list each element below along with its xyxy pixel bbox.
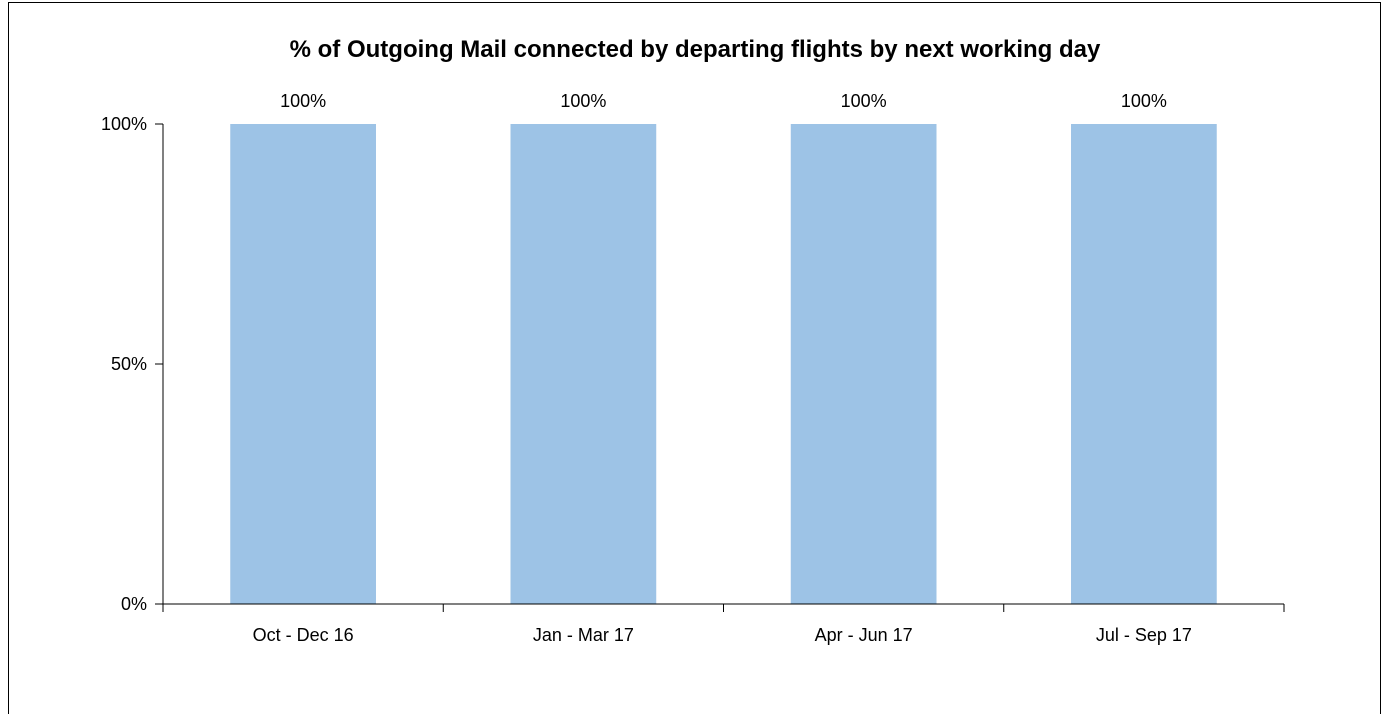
x-tick-label-3: Apr - Jun 17 — [815, 625, 913, 645]
y-tick-label-1: 0% — [121, 594, 147, 614]
bars-group — [230, 124, 1217, 604]
y-tick-label-3: 100% — [101, 114, 147, 134]
bar-1 — [230, 124, 376, 604]
x-tick-label-4: Jul - Sep 17 — [1096, 625, 1192, 645]
bar-2 — [510, 124, 657, 604]
bar-4 — [1071, 124, 1217, 604]
x-tick-label-2: Jan - Mar 17 — [533, 625, 634, 645]
y-tick-label-2: 50% — [111, 354, 147, 374]
labels-group: 100% Oct - Dec 16 100% Jan - Mar 17 100% Apr … — [101, 91, 1192, 645]
x-tick-label-1: Oct - Dec 16 — [253, 625, 354, 645]
chart-title: % of Outgoing Mail connected by departin… — [290, 36, 1101, 63]
data-label-2: 100% — [560, 91, 606, 111]
data-label-4: 100% — [1121, 91, 1167, 111]
data-label-3: 100% — [841, 91, 887, 111]
axes-group — [155, 123, 1285, 612]
data-label-1: 100% — [280, 91, 326, 111]
bar-3 — [790, 124, 937, 604]
